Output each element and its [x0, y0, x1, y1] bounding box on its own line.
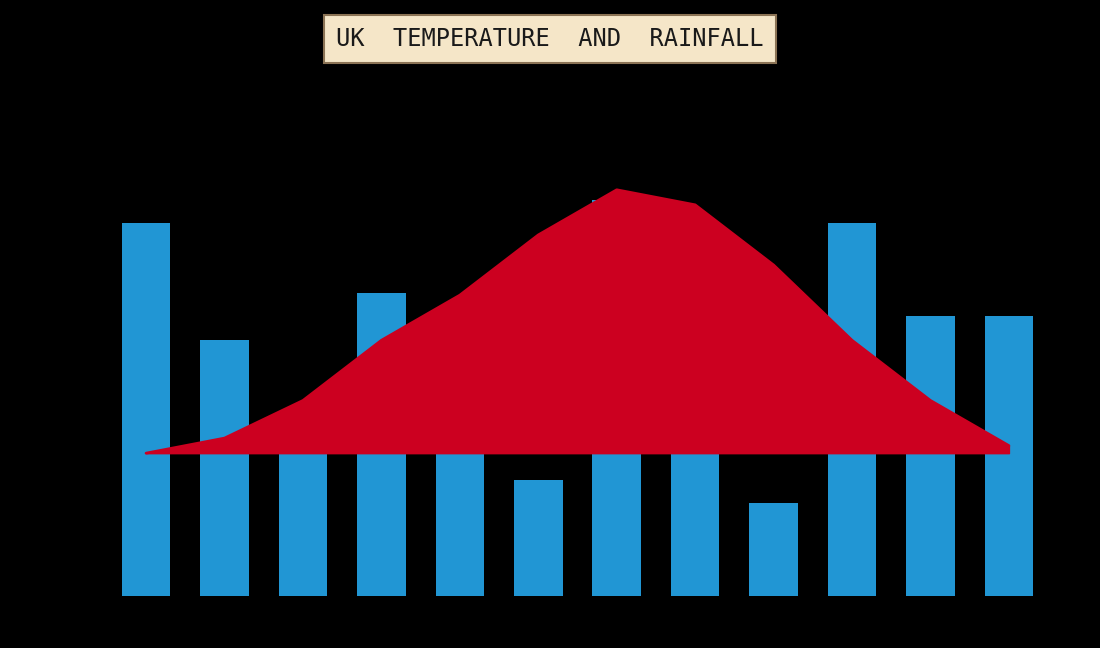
Bar — [827, 223, 877, 596]
Bar — [593, 200, 641, 596]
Bar — [278, 433, 328, 596]
Bar — [671, 340, 719, 596]
Bar — [906, 316, 955, 596]
Bar — [984, 316, 1033, 596]
Bar — [358, 293, 406, 596]
Text: UK  TEMPERATURE  AND  RAINFALL: UK TEMPERATURE AND RAINFALL — [337, 27, 763, 51]
Bar — [514, 480, 562, 596]
Bar — [749, 503, 798, 596]
Bar — [436, 363, 484, 596]
Bar — [122, 223, 170, 596]
Bar — [200, 340, 249, 596]
